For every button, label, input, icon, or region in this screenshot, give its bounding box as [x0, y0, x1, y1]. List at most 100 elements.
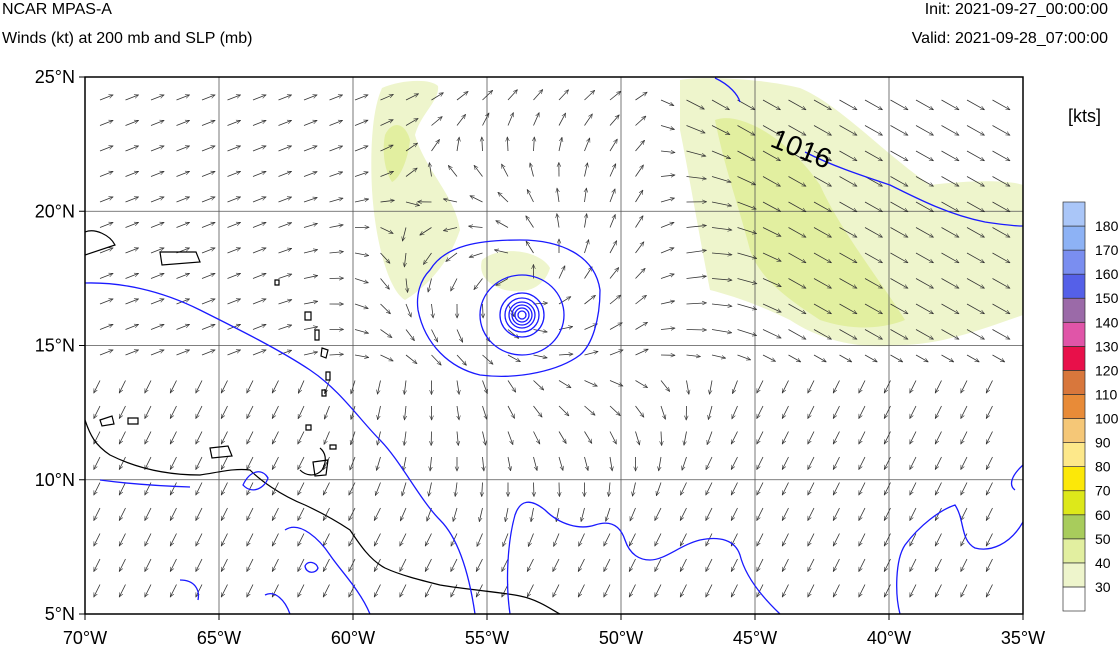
wind-arrow: [118, 431, 126, 445]
colorbar-swatch: [1062, 394, 1086, 419]
wind-arrow: [351, 405, 356, 419]
wind-arrow: [303, 327, 318, 330]
wind-arrow: [176, 171, 190, 177]
wind-arrow: [609, 350, 623, 356]
wind-arrow: [93, 431, 101, 445]
isobar-south-center: [506, 501, 781, 614]
wind-arrow: [909, 405, 917, 419]
wind-arrow: [960, 456, 968, 470]
wind-arrow: [558, 456, 563, 470]
wind-arrow: [118, 380, 126, 394]
wind-arrow: [966, 99, 984, 111]
wind-arrow: [329, 172, 343, 177]
wind-arrow: [890, 176, 908, 187]
wind-arrow: [960, 558, 968, 572]
wind-arrow: [552, 584, 560, 598]
wind-arrow: [405, 168, 417, 177]
wind-arrow: [482, 380, 488, 394]
wind-arrow: [788, 125, 806, 136]
wind-arrow: [687, 380, 689, 395]
wind-arrow: [909, 533, 917, 547]
wind-arrow: [448, 165, 458, 177]
isobar-core-4: [508, 301, 536, 329]
wind-arrow: [660, 328, 675, 329]
wind-arrow: [93, 507, 101, 521]
wind-arrow: [482, 137, 483, 152]
wind-arrow: [348, 507, 356, 521]
wind-arrow: [711, 329, 732, 333]
wind-arrow: [807, 584, 815, 598]
wind-arrow: [474, 278, 483, 290]
wind-arrow: [864, 150, 882, 162]
wind-arrow: [169, 558, 177, 572]
wind-arrow: [144, 431, 152, 445]
wind-arrow: [711, 303, 732, 306]
wind-arrow: [762, 125, 780, 136]
colorbar-swatch: [1062, 490, 1086, 516]
wind-arrow: [125, 273, 139, 279]
wind-arrow: [227, 273, 241, 279]
colorbar-label: 50: [1095, 531, 1111, 547]
wind-arrow: [577, 558, 585, 572]
wind-arrow: [93, 558, 101, 572]
island-barbados: [321, 389, 327, 397]
wind-arrow: [832, 405, 840, 419]
wind-arrow: [609, 295, 621, 305]
wind-arrow: [985, 533, 993, 547]
wind-arrow: [176, 324, 190, 330]
wind-arrow: [380, 252, 390, 263]
wind-arrow: [756, 558, 764, 572]
wind-arrow: [150, 350, 164, 356]
wind-arrow: [890, 252, 908, 264]
wind-arrow: [144, 456, 152, 470]
wind-arrow: [507, 137, 508, 152]
wind-arrow: [507, 113, 513, 126]
wind-arrow: [503, 533, 509, 547]
wind-arrow: [864, 201, 882, 213]
wind-arrow: [781, 533, 789, 547]
wind-arrow: [303, 224, 317, 228]
wind-arrow: [455, 482, 457, 497]
wind-arrow: [380, 144, 394, 152]
wind-arrow: [246, 482, 254, 496]
wind-arrow: [252, 248, 266, 254]
wind-arrow: [558, 354, 573, 355]
wind-arrow: [431, 329, 439, 343]
colorbar-swatch: [1062, 321, 1086, 347]
wind-arrow: [201, 248, 215, 254]
wind-arrow: [558, 137, 562, 152]
wind-arrow: [324, 405, 330, 419]
wind-arrow: [469, 226, 483, 227]
wind-arrow: [246, 405, 254, 419]
wind-arrow: [125, 299, 139, 305]
wind-arrow: [558, 266, 566, 279]
wind-arrow: [813, 303, 831, 315]
wind-arrow: [807, 456, 815, 470]
wind-arrow: [482, 113, 490, 126]
wind-arrow: [708, 405, 713, 420]
wind-arrow: [960, 431, 968, 445]
wind-arrow: [252, 95, 266, 101]
wind-arrow: [404, 431, 406, 446]
isobar-outer-ring: [416, 239, 601, 377]
wind-arrow: [832, 558, 840, 572]
coastlines: [85, 230, 561, 614]
wind-arrow: [839, 176, 857, 187]
wind-arrow: [405, 118, 418, 126]
wind-arrow: [558, 380, 571, 388]
wind-arrow: [558, 297, 571, 305]
wind-arrow: [966, 227, 984, 238]
wind-arrow: [941, 303, 959, 315]
wind-arrow: [125, 171, 139, 177]
wind-arrow: [839, 278, 857, 289]
wind-arrow: [201, 273, 215, 279]
wind-arrow: [635, 380, 648, 388]
wind-arrow: [941, 252, 959, 264]
wind-arrow: [883, 507, 891, 521]
lon-tick-label: 35°W: [1001, 628, 1045, 648]
wind-arrow: [660, 198, 674, 203]
colorbar-swatch: [1062, 273, 1086, 299]
wind-arrow: [807, 507, 815, 521]
wind-arrow: [756, 507, 764, 521]
wind-arrow: [278, 300, 292, 305]
